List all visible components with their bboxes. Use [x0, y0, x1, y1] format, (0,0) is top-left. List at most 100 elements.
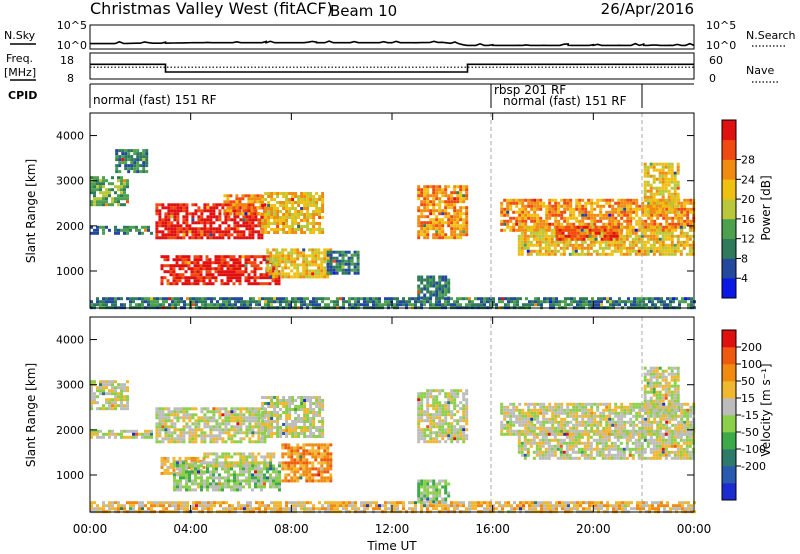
power-cell: [680, 207, 684, 211]
power-cell: [305, 257, 309, 261]
power-cell: [435, 293, 439, 297]
power-cell: [93, 200, 96, 204]
power-cell: [332, 250, 336, 254]
velocity-cell: [254, 413, 258, 417]
power-cell: [678, 303, 681, 307]
power-cell: [181, 255, 185, 259]
power-cell: [691, 234, 695, 238]
power-cell: [574, 243, 578, 247]
power-cell: [251, 224, 255, 228]
velocity-cell: [164, 431, 168, 435]
power-cell: [261, 213, 265, 216]
power-cell: [209, 218, 213, 222]
power-cell: [573, 300, 576, 304]
velocity-cell: [209, 476, 212, 480]
power-cell: [622, 234, 626, 238]
power-cell: [126, 297, 129, 301]
power-cell: [216, 303, 219, 307]
power-cell: [509, 216, 513, 220]
power-cell: [275, 275, 279, 279]
power-cell: [551, 198, 555, 202]
velocity-cell: [218, 407, 222, 411]
power-cell: [297, 213, 301, 216]
power-cell: [202, 279, 206, 283]
velocity-cell: [303, 411, 307, 414]
velocity-cell: [293, 458, 297, 462]
power-cell: [273, 192, 277, 195]
power-cell: [435, 218, 439, 222]
power-cell: [453, 233, 457, 237]
power-cell: [684, 300, 687, 304]
velocity-cell: [212, 419, 216, 423]
power-cell: [188, 230, 192, 234]
power-cell: [234, 297, 237, 301]
power-cell: [626, 219, 630, 223]
power-cell: [238, 212, 242, 216]
velocity-cell: [194, 467, 197, 471]
velocity-cell: [182, 431, 186, 435]
power-cell: [432, 212, 436, 216]
power-cell: [631, 237, 635, 241]
power-cell: [341, 262, 345, 266]
power-cell: [360, 303, 363, 307]
power-cell: [249, 303, 252, 307]
velocity-cell: [248, 416, 252, 420]
power-cell: [643, 195, 647, 199]
power-cell: [159, 297, 162, 301]
power-cell: [238, 267, 242, 271]
velocity-cell: [105, 386, 108, 390]
power-cell: [311, 257, 315, 261]
velocity-cell: [245, 416, 249, 420]
power-cell: [559, 246, 563, 250]
velocity-cell: [303, 423, 307, 426]
power-cell: [673, 192, 677, 196]
power-cell: [560, 204, 564, 208]
velocity-cell: [215, 464, 219, 468]
power-cell: [193, 267, 197, 271]
power-cell: [628, 231, 632, 235]
power-cell: [275, 263, 279, 267]
power-cell: [622, 246, 626, 250]
velocity-cell: [218, 473, 221, 477]
velocity-cell: [305, 461, 309, 465]
velocity-cell: [194, 425, 198, 429]
power-cell: [108, 203, 111, 207]
power-cell: [309, 216, 313, 219]
power-cell: [606, 234, 610, 238]
power-cell: [203, 230, 207, 234]
power-cell: [432, 233, 436, 237]
power-cell: [665, 207, 669, 211]
velocity-cell: [200, 434, 204, 438]
power-cell: [341, 256, 345, 260]
power-cell: [259, 255, 263, 259]
power-cell: [605, 213, 609, 217]
power-cell: [441, 275, 445, 279]
velocity-cell: [251, 410, 255, 414]
velocity-cell: [254, 482, 257, 486]
power-cell: [261, 228, 265, 231]
velocity-cell: [158, 410, 162, 414]
power-cell: [105, 297, 108, 301]
power-cell: [420, 224, 424, 228]
power-cell: [596, 201, 600, 205]
velocity-cell: [188, 440, 192, 444]
velocity-cell: [166, 459, 170, 463]
power-cell: [635, 210, 639, 214]
power-cell: [170, 209, 174, 213]
power-cell: [290, 257, 294, 261]
power-cell: [244, 258, 248, 262]
power-cell: [462, 185, 466, 189]
power-cell: [223, 282, 227, 286]
power-cell: [294, 228, 298, 231]
power-cell: [190, 276, 194, 280]
velocity-cell: [96, 407, 99, 411]
velocity-cell: [179, 428, 183, 432]
power-cell: [667, 231, 671, 235]
power-cell: [260, 215, 264, 219]
power-cell: [661, 252, 665, 256]
power-cell: [191, 203, 195, 207]
velocity-cell: [320, 458, 324, 462]
power-cell: [257, 236, 261, 240]
velocity-cell: [90, 398, 93, 402]
power-cell: [674, 207, 678, 211]
